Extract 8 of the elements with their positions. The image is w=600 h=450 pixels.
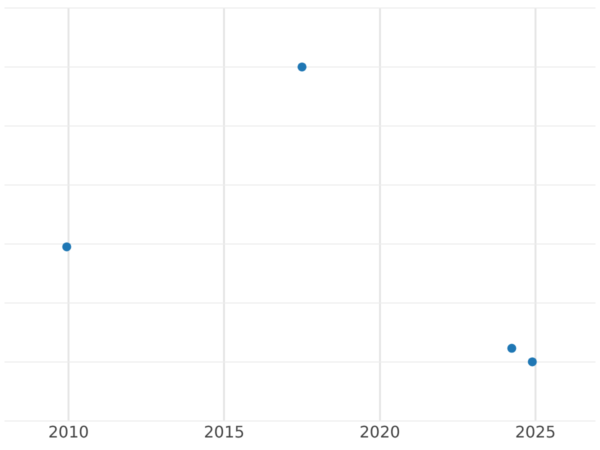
point xyxy=(507,344,516,353)
x-tick-label: 2025 xyxy=(515,422,556,442)
x-tick-label: 2010 xyxy=(48,422,89,442)
point xyxy=(298,62,307,72)
x-tick-label: 2015 xyxy=(204,422,245,442)
point xyxy=(528,357,537,366)
x-tick-label: 2020 xyxy=(359,422,400,442)
point xyxy=(62,242,72,252)
